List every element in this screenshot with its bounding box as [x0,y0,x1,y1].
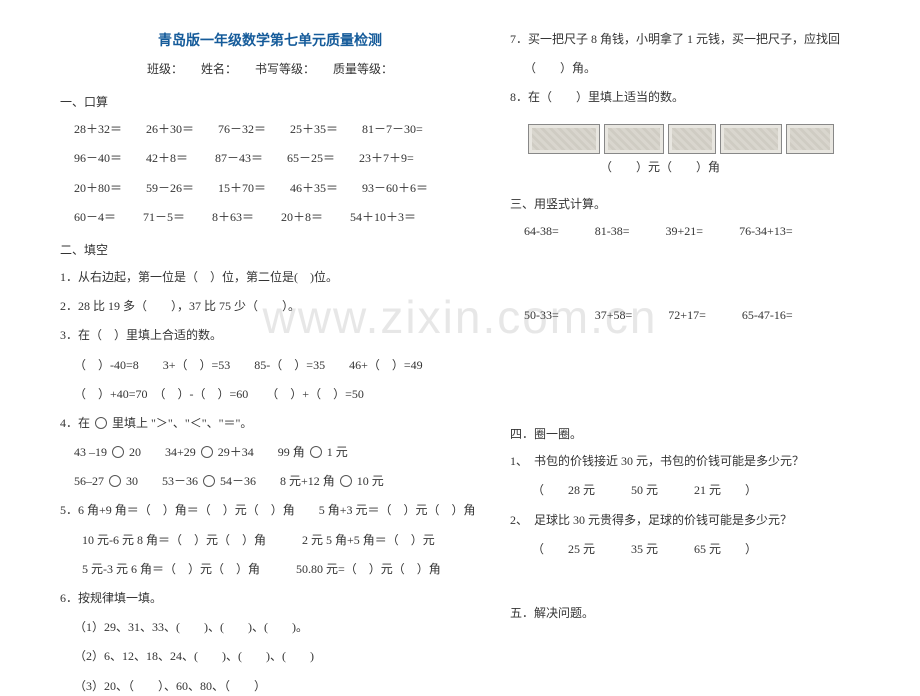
q6: 6．按规律填一填。 [60,589,480,608]
spacer [510,335,890,390]
s4-q2: 2、 足球比 30 元贵得多，足球的价钱可能是多少元？ [510,511,890,530]
s4-q2-opt: （ 25 元 35 元 65 元 ） [510,540,890,559]
q8: 8．在（ ）里填上适当的数。 [510,88,890,107]
q4-post: 里填上 "＞"、"＜"、"＝"。 [112,416,252,430]
spacer [510,569,890,600]
doc-meta: 班级： 姓名： 书写等级： 质量等级： [60,60,480,79]
page: 青岛版一年级数学第七单元质量检测 班级： 姓名： 书写等级： 质量等级： 一、口… [0,0,920,651]
banknote-icon [668,124,716,154]
s1-row-2: 20＋80＝ 59－26＝ 15＋70＝ 46＋35＝ 93－60＋6＝ [60,179,480,198]
section-5-head: 五．解决问题。 [510,604,890,621]
circle-icon [109,475,121,487]
q5a: 10 元-6 元 8 角＝（ ）元（ ）角 2 元 5 角+5 角＝（ ）元 [60,531,480,550]
q6a: （1）29、31、33、( )、( )、( )。 [60,618,480,637]
q4a: 43 –19 20 34+29 29＋34 99 角 1 元 [60,443,480,462]
circle-icon [203,475,215,487]
circle-icon [310,446,322,458]
q4-pre: 4．在 [60,416,90,430]
q6c: （3）20、（ ）、60、80、（ ） [60,677,480,696]
section-2-head: 二、填空 [60,241,480,258]
s1-row-1: 96－40＝ 42＋8＝ 87－43＝ 65－25＝ 23＋7＋9= [60,149,480,168]
q3: 3．在（ ）里填上合适的数。 [60,326,480,345]
q3b: （ ）+40=70 （ ）-（ ）=60 （ ）+（ ）=50 [60,385,480,404]
q5b: 5 元-3 元 6 角＝（ ）元（ ）角 50.80 元=（ ）元（ ）角 [60,560,480,579]
s1-row-0: 28＋32＝ 26＋30＝ 76－32＝ 25＋35＝ 81－7－30= [60,120,480,139]
circle-icon [95,417,107,429]
s3-row2: 50-33= 37+58= 72+17= 65-47-16= [510,306,890,325]
q4b-2: 30 53－36 [126,474,198,488]
q4b: 56–27 30 53－36 54－36 8 元+12 角 10 元 [60,472,480,491]
s4-q1-opt: （ 28 元 50 元 21 元 ） [510,481,890,500]
q7a: 7．买一把尺子 8 角钱，小明拿了 1 元钱，买一把尺子，应找回 [510,30,890,49]
right-column: 7．买一把尺子 8 角钱，小明拿了 1 元钱，买一把尺子，应找回 （ ）角。 8… [500,30,890,631]
q7b: （ ）角。 [510,59,890,78]
s4-q1: 1、 书包的价钱接近 30 元，书包的价钱可能是多少元？ [510,452,890,471]
banknote-icon [604,124,664,154]
q4: 4．在 里填上 "＞"、"＜"、"＝"。 [60,414,480,433]
q5: 5．6 角+9 角＝（ ）角＝（ ）元（ ）角 5 角+3 元＝（ ）元（ ）角 [60,501,480,520]
banknote-icon [786,124,834,154]
banknote-icon [528,124,600,154]
circle-icon [201,446,213,458]
q4a-3: 29＋34 99 角 [218,445,305,459]
q4b-4: 10 元 [357,474,384,488]
q4b-3: 54－36 8 元+12 角 [220,474,335,488]
q4a-1: 43 –19 [74,445,107,459]
s3-row1: 64-38= 81-38= 39+21= 76-34+13= [510,222,890,241]
banknote-icon [720,124,782,154]
q3a: （ ）-40=8 3+（ ）=53 85-（ ）=35 46+（ ）=49 [60,356,480,375]
spacer [510,251,890,306]
section-4-head: 四．圈一圈。 [510,425,890,442]
q6b: （2）6、12、18、24、( )、( )、( ) [60,647,480,666]
circle-icon [340,475,352,487]
money-caption: （ ）元（ ）角 [600,158,890,177]
s1-row-3: 60－4＝ 71－5＝ 8＋63＝ 20＋8＝ 54＋10＋3＝ [60,208,480,227]
left-column: 青岛版一年级数学第七单元质量检测 班级： 姓名： 书写等级： 质量等级： 一、口… [60,30,500,631]
section-3-head: 三、用竖式计算。 [510,195,890,212]
circle-icon [112,446,124,458]
money-images [528,124,890,154]
q1: 1．从右边起，第一位是（ ）位，第二位是( )位。 [60,268,480,287]
q4a-4: 1 元 [327,445,348,459]
section-1-head: 一、口算 [60,93,480,110]
spacer [510,390,890,421]
q2: 2．28 比 19 多（ ），37 比 75 少（ ）。 [60,297,480,316]
doc-title: 青岛版一年级数学第七单元质量检测 [60,30,480,50]
q4b-1: 56–27 [74,474,104,488]
q4a-2: 20 34+29 [129,445,196,459]
